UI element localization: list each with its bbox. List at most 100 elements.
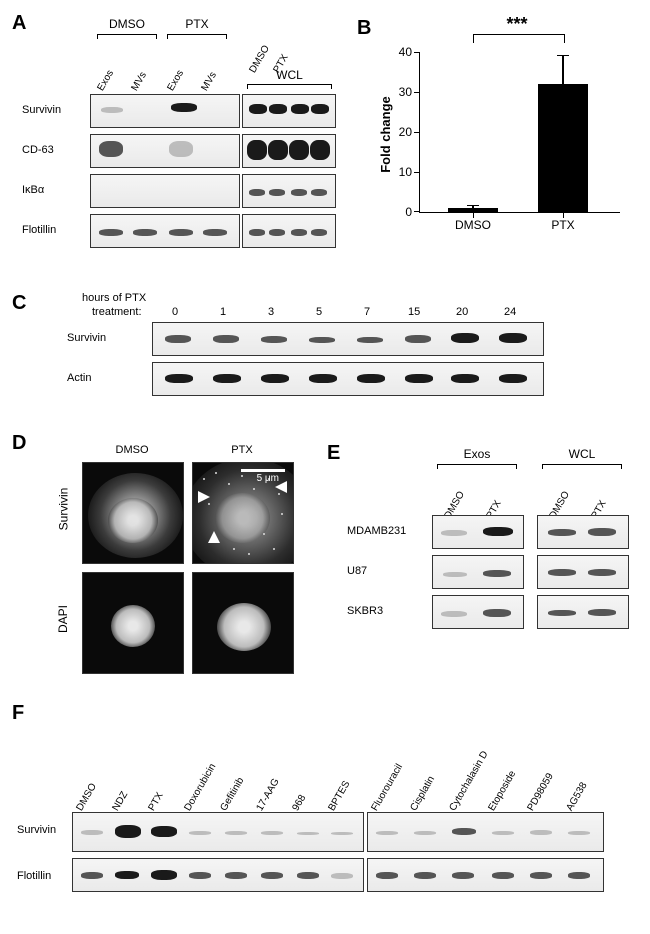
c-t7: 24 — [504, 306, 516, 318]
col-a-mvs2: MVs — [199, 70, 219, 93]
panel-a-label: A — [12, 12, 26, 35]
err-ptx-cap — [557, 55, 569, 57]
row-a-flotillin: Flotillin — [22, 224, 56, 236]
e-row3: SKBR3 — [347, 605, 383, 617]
f-treatment-13: AG538 — [564, 781, 589, 813]
panel-f-label: F — [12, 702, 24, 725]
row-a-ikba: IκΒα — [22, 184, 44, 196]
e-wcl-r2 — [537, 555, 629, 589]
e-group-wcl: WCL — [542, 447, 622, 461]
bracket-wcl — [247, 84, 332, 89]
panel-b-label: B — [357, 17, 371, 40]
sig-bracket — [473, 34, 565, 43]
f-treatment-0: DMSO — [74, 782, 99, 813]
yt40: 40 — [399, 45, 420, 59]
d-row-dapi: DAPI — [56, 605, 70, 633]
c-header1: hours of PTX — [82, 292, 146, 304]
f-treatment-8: Fluorouracil — [369, 762, 405, 813]
f-treatment-11: Etoposide — [486, 769, 518, 813]
f-treatment-7: BPTES — [326, 779, 352, 813]
f-treatment-3: Doxorubicin — [182, 762, 218, 813]
f-flot-right — [367, 858, 604, 892]
figure-root: A DMSO PTX DMSO PTX Exos MVs Exos MVs WC… — [12, 12, 638, 922]
panel-b: B Fold change 40 30 20 10 0 DMSO PTX *** — [357, 17, 647, 247]
f-surv-right — [367, 812, 604, 852]
blot-a-ikba-right — [242, 174, 336, 208]
bar-ptx — [538, 84, 588, 212]
e-group-exos: Exos — [437, 447, 517, 461]
f-treatment-10: Cytochalasin D — [447, 749, 490, 813]
f-treatment-5: 17-AAG — [254, 777, 281, 813]
panel-f: F DMSONDZPTXDoxorubicinGefitinib17-AAG96… — [12, 702, 638, 922]
f-surv-left — [72, 812, 364, 852]
e-wcl-r3 — [537, 595, 629, 629]
xt-dmso: DMSO — [455, 212, 491, 232]
f-treatment-4: Gefitinib — [218, 776, 246, 813]
xt-ptx: PTX — [551, 212, 574, 232]
e-exos-r2 — [432, 555, 524, 589]
d-row-surv: Survivin — [56, 488, 70, 531]
panel-c: C hours of PTX treatment: 0 1 3 5 7 15 2… — [12, 292, 638, 412]
e-row1: MDAMB231 — [347, 525, 406, 537]
blot-c-actin — [152, 362, 544, 396]
panel-e: E Exos WCL DMSO PTX DMSO PTX MDAMB231 U8… — [327, 442, 647, 642]
f-row-surv: Survivin — [17, 824, 56, 836]
panel-e-label: E — [327, 442, 340, 465]
row-a-survivin: Survivin — [22, 104, 61, 116]
d-img-ptx-surv: 5 μm — [192, 462, 294, 564]
c-row-actin: Actin — [67, 372, 91, 384]
bracket-dmso — [97, 34, 157, 39]
c-t6: 20 — [456, 306, 468, 318]
yt20: 20 — [399, 125, 420, 139]
d-img-ptx-dapi — [192, 572, 294, 674]
bracket-ptx-label: PTX — [167, 17, 227, 31]
panel-d-label: D — [12, 432, 26, 455]
c-t1: 1 — [220, 306, 226, 318]
bracket-ptx — [167, 34, 227, 39]
scalebar — [241, 469, 285, 472]
c-t5: 15 — [408, 306, 420, 318]
col-a-exos1: Exos — [95, 68, 116, 93]
scalebar-text: 5 μm — [257, 473, 279, 484]
err-ptx — [562, 56, 564, 84]
e-row2: U87 — [347, 565, 367, 577]
panel-a: A DMSO PTX DMSO PTX Exos MVs Exos MVs WC… — [12, 12, 342, 272]
c-t2: 3 — [268, 306, 274, 318]
e-bracket-exos — [437, 464, 517, 469]
blot-c-surv — [152, 322, 544, 356]
arrow-icon — [198, 491, 210, 503]
blot-a-cd63-left — [90, 134, 240, 168]
chart-area: 40 30 20 10 0 DMSO PTX — [419, 52, 620, 213]
f-treatment-12: PD98059 — [525, 771, 555, 813]
blot-a-survivin-right — [242, 94, 336, 128]
err-dmso — [472, 206, 474, 208]
yt10: 10 — [399, 165, 420, 179]
blot-a-survivin-left — [90, 94, 240, 128]
col-a-mvs1: MVs — [129, 70, 149, 93]
c-t3: 5 — [316, 306, 322, 318]
e-wcl-r1 — [537, 515, 629, 549]
c-t4: 7 — [364, 306, 370, 318]
blot-a-cd63-right — [242, 134, 336, 168]
d-img-dmso-dapi — [82, 572, 184, 674]
blot-a-ikba-left — [90, 174, 240, 208]
f-treatment-1: NDZ — [110, 790, 130, 813]
panel-c-label: C — [12, 292, 26, 315]
blot-a-flot-left — [90, 214, 240, 248]
e-exos-r1 — [432, 515, 524, 549]
f-treatment-9: Cisplatin — [408, 774, 437, 813]
col-a-exos2: Exos — [165, 68, 186, 93]
c-header2: treatment: — [92, 306, 142, 318]
err-dmso-cap — [467, 205, 479, 207]
row-a-cd63: CD-63 — [22, 144, 54, 156]
c-row-surv: Survivin — [67, 332, 106, 344]
d-img-dmso-surv — [82, 462, 184, 564]
panel-d: D DMSO PTX Survivin DAPI 5 μm — [12, 432, 302, 672]
f-flot-left — [72, 858, 364, 892]
ylabel: Fold change — [378, 96, 393, 173]
f-treatment-2: PTX — [146, 791, 165, 813]
blot-a-flot-right — [242, 214, 336, 248]
yt0: 0 — [405, 205, 420, 219]
yt30: 30 — [399, 85, 420, 99]
e-bracket-wcl — [542, 464, 622, 469]
